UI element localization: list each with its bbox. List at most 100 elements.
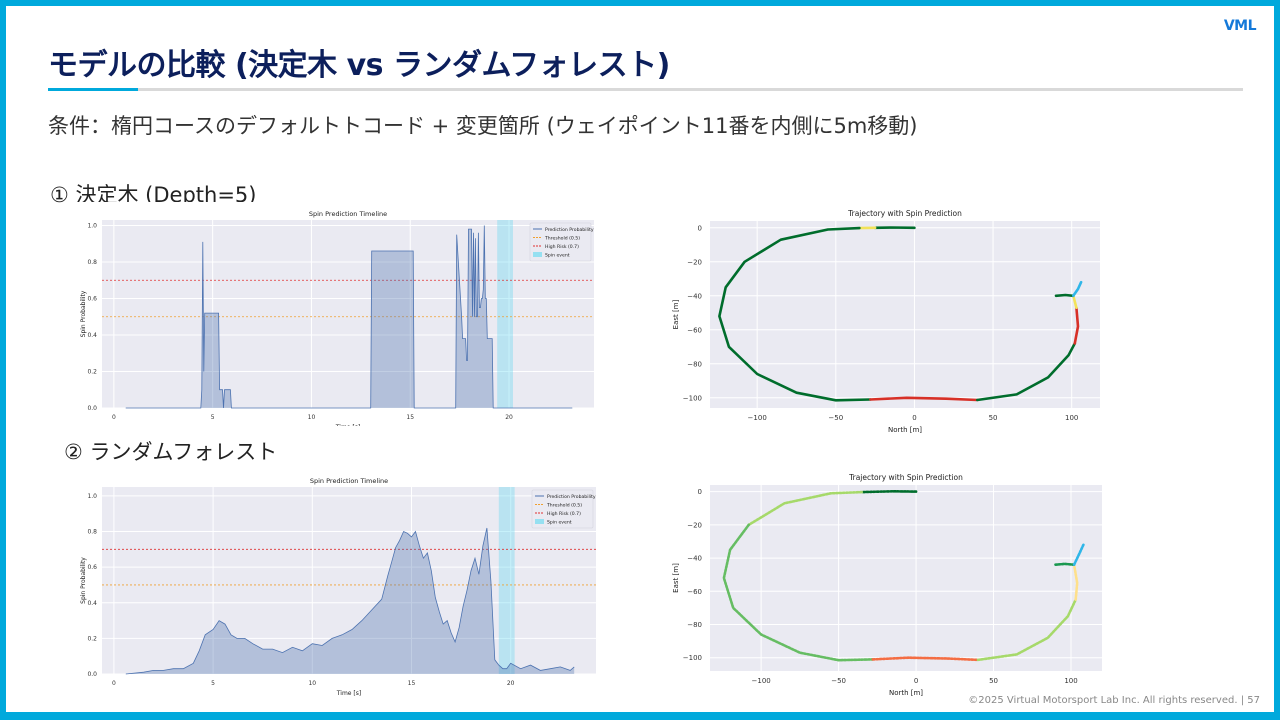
- footer-separator: |: [1240, 695, 1248, 706]
- probability-area: [125, 225, 573, 408]
- y-tick-label: 0.6: [87, 564, 97, 571]
- y-axis-label: Spin Probability: [80, 557, 87, 604]
- y-tick-label: 0.4: [87, 332, 97, 339]
- y-tick-label: −80: [687, 360, 702, 368]
- trajectory-segment: [1071, 280, 1083, 298]
- dt-trajectory-chart: −100 −50 0 50 100 0 −20 −40 −60 −80 −100 Trajectory…: [660, 203, 1110, 435]
- slide: VML モデルの比較 (決定木 vs ランダムフォレスト) 条件：楕円コースのデ…: [6, 6, 1274, 712]
- x-tick-label: 0: [912, 414, 916, 422]
- x-tick-label: 100: [1064, 677, 1077, 685]
- x-axis-label: Time [s]: [335, 424, 360, 426]
- x-axis-label: North [m]: [888, 426, 922, 434]
- page-number: 57: [1247, 695, 1260, 706]
- y-tick-label: −100: [683, 394, 702, 402]
- y-tick-label: −60: [687, 588, 702, 596]
- trajectory-segment: [975, 342, 1077, 402]
- spin-event-band: [498, 487, 515, 674]
- x-tick-label: 10: [308, 680, 316, 687]
- x-axis-label: Time [s]: [336, 690, 361, 697]
- x-tick-label: 10: [308, 414, 316, 421]
- y-tick-label: −40: [687, 555, 702, 563]
- x-tick-label: 15: [406, 414, 414, 421]
- trajectory-segment: [1054, 293, 1075, 298]
- x-tick-label: 0: [914, 677, 918, 685]
- y-tick-label: −20: [687, 258, 702, 266]
- probability-area: [125, 528, 575, 674]
- plot-area: [102, 487, 596, 674]
- chart-title: Trajectory with Spin Prediction: [848, 473, 963, 482]
- trajectory-segment: [718, 226, 872, 402]
- probability-line: [125, 225, 573, 409]
- y-tick-label: 1.0: [87, 222, 97, 229]
- x-tick-label: −50: [831, 677, 846, 685]
- trajectory-segment: [747, 490, 864, 527]
- legend-label: Spin event: [545, 253, 570, 259]
- rf-timeline-chart: 0 5 10 15 20 0.0 0.2 0.4 0.6 0.8 1.0 Spin Predictio…: [64, 468, 604, 700]
- plot-area: [710, 221, 1100, 408]
- x-axis-label: North [m]: [889, 689, 923, 697]
- spin-event-band: [497, 220, 513, 408]
- y-tick-label: −80: [687, 621, 702, 629]
- trajectory-segment: [1071, 294, 1078, 309]
- trajectory-segment: [1054, 562, 1076, 566]
- y-tick-label: 0: [698, 488, 702, 496]
- legend-label: Threshold (0.5): [544, 236, 580, 242]
- y-tick-label: 0.4: [87, 600, 97, 607]
- y-tick-label: 0: [698, 224, 702, 232]
- y-tick-label: 1.0: [87, 493, 97, 500]
- trajectory-segment: [722, 523, 874, 662]
- y-tick-label: −60: [687, 326, 702, 334]
- x-tick-label: 0: [112, 680, 116, 687]
- legend-label: Prediction Probability: [547, 494, 596, 500]
- x-tick-label: −100: [752, 677, 771, 685]
- x-tick-label: −100: [748, 414, 767, 422]
- x-tick-label: 5: [211, 680, 215, 687]
- legend-label: High Risk (0.7): [545, 244, 579, 250]
- y-tick-label: −20: [687, 521, 702, 529]
- legend-box: [529, 222, 592, 262]
- section-random-forest: ② ランダムフォレスト: [64, 440, 278, 464]
- x-tick-label: 20: [507, 680, 515, 687]
- trajectory-segment: [976, 598, 1078, 662]
- trajectory-segment: [860, 489, 918, 494]
- y-tick-label: 0.8: [87, 529, 97, 536]
- legend-label: Prediction Probability: [545, 227, 594, 233]
- trajectory-segment: [871, 656, 980, 662]
- page-title: モデルの比較 (決定木 vs ランダムフォレスト): [48, 48, 670, 83]
- probability-line: [125, 527, 575, 675]
- x-tick-label: 50: [989, 414, 998, 422]
- x-tick-label: 100: [1065, 414, 1078, 422]
- trajectory-segment: [1072, 543, 1085, 566]
- legend-label: Threshold (0.5): [546, 503, 582, 509]
- y-tick-label: 0.0: [87, 405, 97, 412]
- condition-text: 条件：楕円コースのデフォルトトコード + 変更箇所 (ウェイポイント11番を内側…: [48, 114, 918, 138]
- x-tick-label: 5: [211, 414, 215, 421]
- title-divider: [48, 88, 1243, 91]
- chart-title: Trajectory with Spin Prediction: [847, 209, 962, 218]
- trajectory-segment: [1073, 306, 1080, 345]
- y-axis-label: East [m]: [672, 563, 680, 593]
- x-tick-label: 15: [408, 680, 416, 687]
- x-tick-label: −50: [828, 414, 843, 422]
- y-tick-label: 0.2: [87, 368, 97, 375]
- rf-trajectory-chart: −100 −50 0 50 100 0 −20 −40 −60 −80 −100 Trajectory…: [660, 468, 1112, 700]
- legend-swatch: [533, 252, 542, 257]
- x-tick-label: 0: [112, 414, 116, 421]
- legend-swatch: [535, 519, 544, 524]
- y-tick-label: 0.2: [87, 635, 97, 642]
- trajectory-segment: [869, 396, 979, 402]
- y-tick-label: −100: [683, 654, 702, 662]
- chart-title: Spin Prediction Timeline: [310, 477, 388, 485]
- y-axis-label: East [m]: [672, 299, 680, 329]
- y-tick-label: 0.6: [87, 295, 97, 302]
- plot-area: [102, 220, 594, 408]
- title-divider-accent: [48, 88, 138, 91]
- y-axis-label: Spin Probability: [80, 290, 87, 337]
- vml-logo: VML: [1223, 18, 1257, 34]
- trajectory-segment: [1072, 563, 1079, 601]
- dt-timeline-chart: 0 5 10 15 20 0.0 0.2 0.4 0.6 0.8 1.0 Spin Predictio…: [64, 202, 604, 426]
- legend-box: [531, 489, 594, 529]
- legend-label: High Risk (0.7): [547, 511, 581, 517]
- copyright-text: ©2025 Virtual Motorsport Lab Inc. All ri…: [968, 695, 1238, 706]
- y-tick-label: −40: [687, 292, 702, 300]
